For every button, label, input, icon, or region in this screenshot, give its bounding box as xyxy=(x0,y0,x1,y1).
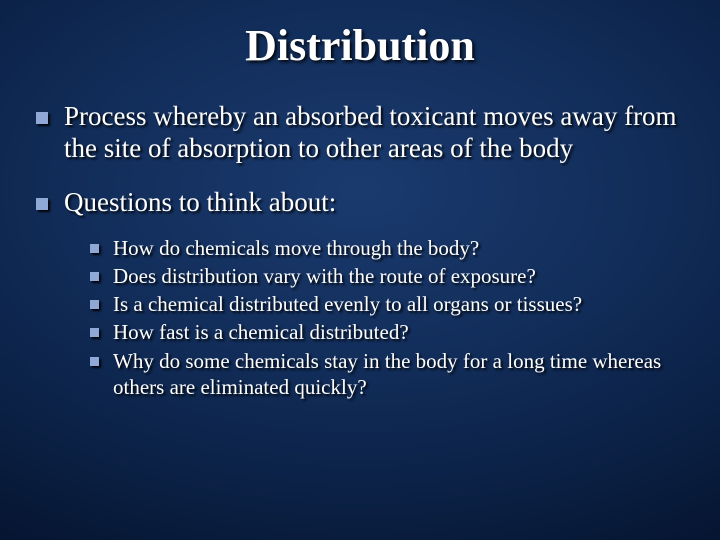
bullet-text: Questions to think about: xyxy=(64,187,336,219)
sub-bullet-text: How fast is a chemical distributed? xyxy=(113,319,409,345)
bullet-item-2: Questions to think about: xyxy=(36,187,690,219)
square-bullet-icon xyxy=(36,198,48,210)
sub-bullet-item: Does distribution vary with the route of… xyxy=(90,263,690,289)
sub-bullet-item: Why do some chemicals stay in the body f… xyxy=(90,348,690,401)
square-bullet-icon xyxy=(90,328,99,337)
sub-bullet-text: How do chemicals move through the body? xyxy=(113,235,479,261)
slide-title: Distribution xyxy=(30,20,690,71)
sub-bullet-text: Does distribution vary with the route of… xyxy=(113,263,536,289)
square-bullet-icon xyxy=(90,300,99,309)
square-bullet-icon xyxy=(90,244,99,253)
sub-bullet-text: Is a chemical distributed evenly to all … xyxy=(113,291,582,317)
sub-bullet-item: Is a chemical distributed evenly to all … xyxy=(90,291,690,317)
square-bullet-icon xyxy=(36,112,48,124)
sub-bullet-list: How do chemicals move through the body? … xyxy=(90,235,690,401)
sub-bullet-item: How do chemicals move through the body? xyxy=(90,235,690,261)
square-bullet-icon xyxy=(90,357,99,366)
sub-bullet-item: How fast is a chemical distributed? xyxy=(90,319,690,345)
sub-bullet-text: Why do some chemicals stay in the body f… xyxy=(113,348,690,401)
bullet-text: Process whereby an absorbed toxicant mov… xyxy=(64,101,690,165)
bullet-item-1: Process whereby an absorbed toxicant mov… xyxy=(36,101,690,165)
square-bullet-icon xyxy=(90,272,99,281)
slide: Distribution Process whereby an absorbed… xyxy=(0,0,720,540)
